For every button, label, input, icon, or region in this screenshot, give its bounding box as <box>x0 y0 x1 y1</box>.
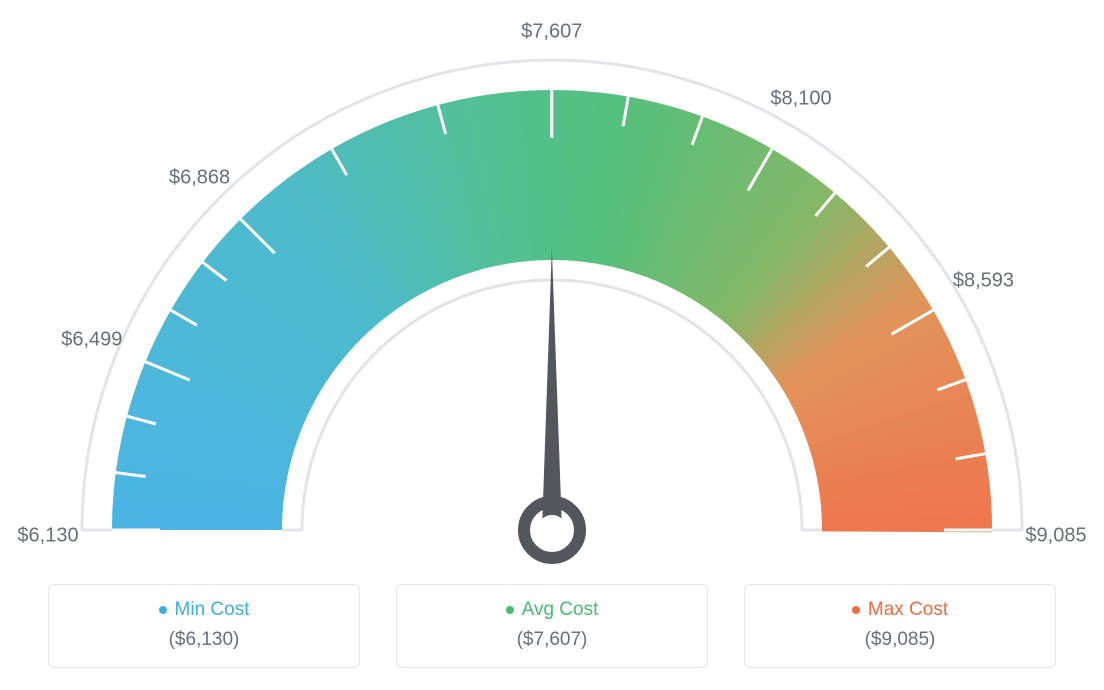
cost-gauge: $6,130$6,499$6,868$7,607$8,100$8,593$9,0… <box>32 20 1072 560</box>
legend-max-head: Max Cost <box>852 599 948 621</box>
legend-row: Min Cost ($6,130) Avg Cost ($7,607) Max … <box>0 584 1104 668</box>
gauge-svg <box>32 20 1072 580</box>
gauge-tick-label: $6,499 <box>61 328 122 351</box>
legend-min-head: Min Cost <box>159 599 250 621</box>
legend-max-label: Max Cost <box>868 599 948 621</box>
gauge-tick-label: $6,868 <box>169 167 230 190</box>
legend-min-label: Min Cost <box>175 599 250 621</box>
gauge-tick-label: $8,593 <box>953 270 1014 293</box>
gauge-tick-label: $6,130 <box>17 525 78 548</box>
legend-avg-head: Avg Cost <box>506 599 599 621</box>
gauge-tick-label: $7,607 <box>521 21 582 44</box>
legend-max-value: ($9,085) <box>745 629 1055 651</box>
legend-max-dot <box>852 606 860 614</box>
legend-avg-dot <box>506 606 514 614</box>
gauge-tick-label: $8,100 <box>770 87 831 110</box>
legend-avg-label: Avg Cost <box>522 599 599 621</box>
legend-min-dot <box>159 606 167 614</box>
legend-min-value: ($6,130) <box>49 629 359 651</box>
gauge-tick-label: $9,085 <box>1025 525 1086 548</box>
legend-max-card: Max Cost ($9,085) <box>744 584 1056 668</box>
legend-avg-card: Avg Cost ($7,607) <box>396 584 708 668</box>
legend-avg-value: ($7,607) <box>397 629 707 651</box>
legend-min-card: Min Cost ($6,130) <box>48 584 360 668</box>
